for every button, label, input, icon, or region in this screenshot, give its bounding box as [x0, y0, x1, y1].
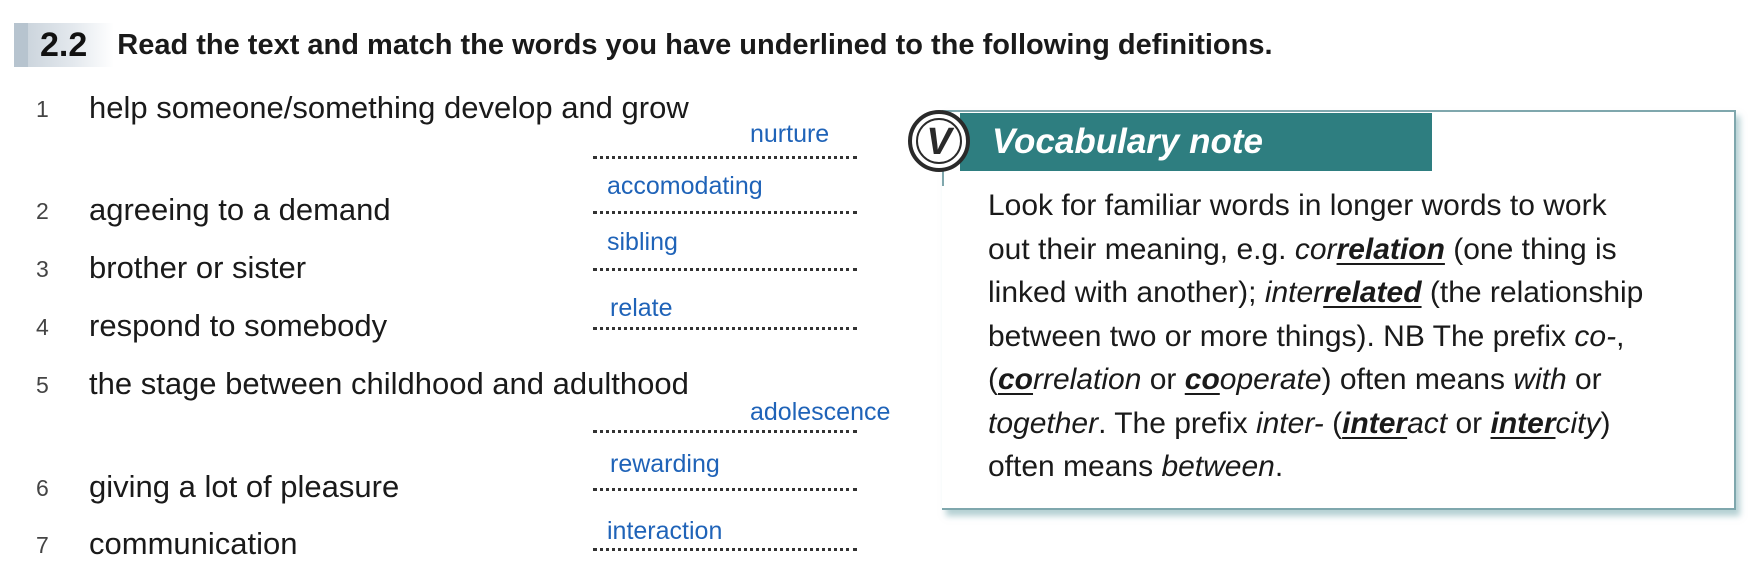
answer-text[interactable]: sibling: [607, 228, 678, 256]
note-italic: rrelation: [1033, 363, 1142, 396]
note-text: often means: [988, 450, 1162, 483]
note-text: (: [1323, 406, 1343, 440]
note-line: together. The prefix inter- (interact or…: [988, 402, 1708, 446]
note-text: linked with another);: [988, 276, 1265, 309]
item-number: 2: [36, 198, 49, 224]
note-text: ): [1600, 406, 1611, 440]
note-bold-underlined: co: [1184, 363, 1220, 396]
vocabulary-note-title: Vocabulary note: [992, 122, 1263, 161]
definition-item-3: 3 brother or sister: [0, 242, 900, 302]
note-italic: together: [988, 406, 1099, 440]
item-number: 5: [36, 372, 49, 398]
answer-text[interactable]: relate: [610, 294, 673, 322]
item-definition: the stage between childhood and adulthoo…: [89, 366, 689, 401]
note-line: often means between.: [988, 445, 1708, 489]
item-definition: agreeing to a demand: [89, 192, 391, 227]
vocabulary-note-banner: Vocabulary note: [960, 113, 1432, 171]
note-italic: operate: [1219, 363, 1322, 396]
note-italic: act: [1407, 406, 1448, 440]
item-definition: giving a lot of pleasure: [89, 469, 400, 504]
answer-blank[interactable]: [593, 211, 857, 214]
answer-text[interactable]: accomodating: [607, 172, 763, 200]
note-text: or: [1566, 363, 1602, 396]
answer-text[interactable]: adolescence: [750, 398, 891, 426]
note-italic: inter-: [1255, 406, 1324, 440]
item-definition: communication: [89, 526, 298, 561]
note-bold-underlined: co: [998, 363, 1034, 396]
note-bold-underlined: inter: [1490, 406, 1556, 440]
definition-item-6: 6 giving a lot of pleasure: [0, 461, 900, 521]
note-italic: cor: [1294, 232, 1337, 266]
note-text: or: [1141, 363, 1185, 396]
answer-blank[interactable]: [593, 430, 857, 433]
vocabulary-note-box: [942, 110, 1736, 510]
item-definition: brother or sister: [89, 250, 307, 285]
answer-text[interactable]: nurture: [750, 120, 830, 148]
answer-blank[interactable]: [593, 548, 857, 551]
note-text: (: [988, 363, 998, 396]
note-italic: between: [1161, 450, 1275, 483]
note-text: out their meaning, e.g.: [988, 232, 1295, 266]
definition-item-4: 4 respond to somebody: [0, 300, 900, 360]
answer-blank[interactable]: [593, 327, 857, 330]
note-text: (one thing is: [1444, 232, 1617, 266]
answer-text[interactable]: rewarding: [610, 450, 720, 478]
note-italic: city: [1555, 406, 1601, 440]
answer-blank[interactable]: [593, 268, 857, 271]
note-italic: with: [1513, 363, 1567, 396]
note-line: out their meaning, e.g. correlation (one…: [988, 228, 1708, 272]
note-text: (the relationship: [1421, 276, 1644, 309]
note-italic: co-: [1574, 319, 1617, 353]
item-definition: help someone/something develop and grow: [89, 90, 689, 125]
item-number: 1: [36, 96, 49, 122]
item-number: 6: [36, 475, 49, 501]
note-bold-underlined: related: [1323, 276, 1422, 309]
vocabulary-logo-letter: V: [926, 121, 954, 163]
item-number: 3: [36, 256, 49, 282]
note-text: Look for familiar words in longer words …: [988, 189, 1607, 222]
vocabulary-note-gap: [942, 186, 944, 508]
definition-item-1: 1 help someone/something develop and gro…: [0, 82, 900, 142]
note-text: ) often means: [1321, 363, 1514, 396]
vocabulary-logo-icon: V: [908, 110, 970, 172]
note-line: linked with another); interrelated (the …: [988, 271, 1708, 315]
item-definition: respond to somebody: [89, 308, 388, 343]
note-italic: inter: [1264, 276, 1324, 309]
note-bold-underlined: inter: [1342, 406, 1408, 440]
note-text: ,: [1616, 319, 1625, 353]
note-text: . The prefix: [1098, 406, 1256, 440]
definition-item-7: 7 communication: [0, 518, 900, 578]
definition-item-5: 5 the stage between childhood and adulth…: [0, 358, 900, 418]
note-line: between two or more things). NB The pref…: [988, 315, 1708, 359]
answer-blank[interactable]: [593, 156, 857, 159]
note-text: or: [1447, 406, 1491, 440]
answer-blank[interactable]: [593, 488, 857, 491]
note-line: Look for familiar words in longer words …: [988, 184, 1708, 228]
exercise-heading: 2.2 Read the text and match the words yo…: [14, 22, 1273, 68]
note-bold-underlined: relation: [1336, 232, 1445, 266]
item-number: 4: [36, 314, 49, 340]
exercise-instruction: Read the text and match the words you ha…: [117, 28, 1273, 61]
note-text: .: [1274, 450, 1284, 483]
definition-item-2: 2 agreeing to a demand: [0, 184, 900, 244]
answer-text[interactable]: interaction: [607, 517, 723, 545]
item-number: 7: [36, 532, 49, 558]
note-text: between two or more things). NB The pref…: [988, 319, 1575, 353]
note-line: (correlation or cooperate) often means w…: [988, 358, 1708, 402]
exercise-number: 2.2: [14, 23, 115, 67]
vocabulary-note-body: Look for familiar words in longer words …: [988, 184, 1708, 489]
